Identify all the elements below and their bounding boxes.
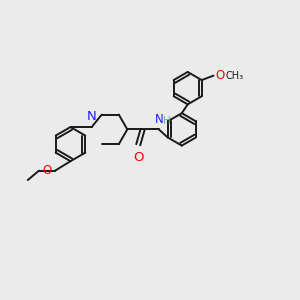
Text: O: O (133, 151, 143, 164)
Text: H: H (163, 116, 171, 126)
Text: N: N (154, 113, 163, 126)
Text: CH₃: CH₃ (226, 71, 244, 81)
Text: N: N (87, 110, 97, 124)
Text: O: O (215, 69, 224, 82)
Text: O: O (42, 164, 52, 177)
